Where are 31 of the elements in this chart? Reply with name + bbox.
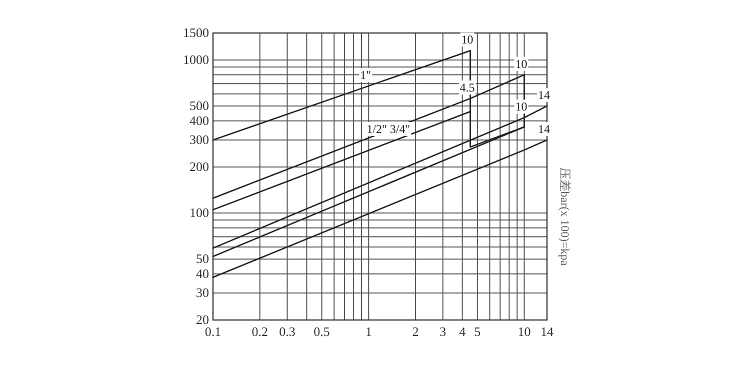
y-tick-label: 500	[190, 98, 209, 114]
x-tick-label: 4	[459, 324, 466, 339]
y-tick-label: 1000	[183, 52, 209, 67]
y-tick-label: 1500	[183, 25, 209, 40]
y-axis-title: 压差bar(x 100)=kpa	[558, 167, 572, 266]
annotation: 1"	[360, 68, 372, 82]
y-tick-label: 100	[190, 205, 209, 220]
x-tick-label: 0.3	[279, 324, 296, 339]
x-tick-label: 2	[412, 324, 419, 339]
y-tick-label: 300	[190, 132, 209, 147]
annotation: 10	[461, 32, 474, 47]
x-tick-label: 0.5	[314, 324, 330, 339]
y-tick-label: 40	[196, 266, 209, 281]
annotation: 1/2" 3/4"	[366, 122, 410, 136]
annotation: 14	[538, 122, 550, 136]
x-tick-label: 5	[474, 324, 481, 339]
x-tick-label: 14	[540, 324, 554, 339]
annotation: 10	[515, 100, 528, 114]
x-tick-label: 1	[365, 324, 372, 339]
y-tick-label: 30	[196, 285, 209, 300]
annotation: 14	[538, 88, 550, 102]
y-tick-label: 200	[190, 158, 209, 174]
annotation: 10	[515, 56, 528, 71]
y-tick-label: 50	[196, 251, 209, 266]
x-tick-label: 0.1	[204, 324, 222, 339]
x-tick-label: 10	[518, 324, 531, 339]
annotation: 4.5	[460, 80, 475, 94]
y-tick-label: 400	[190, 112, 209, 128]
x-tick-label: 0.2	[252, 324, 268, 339]
x-tick-label: 3	[440, 324, 446, 339]
y-tick-label: 20	[196, 312, 209, 327]
